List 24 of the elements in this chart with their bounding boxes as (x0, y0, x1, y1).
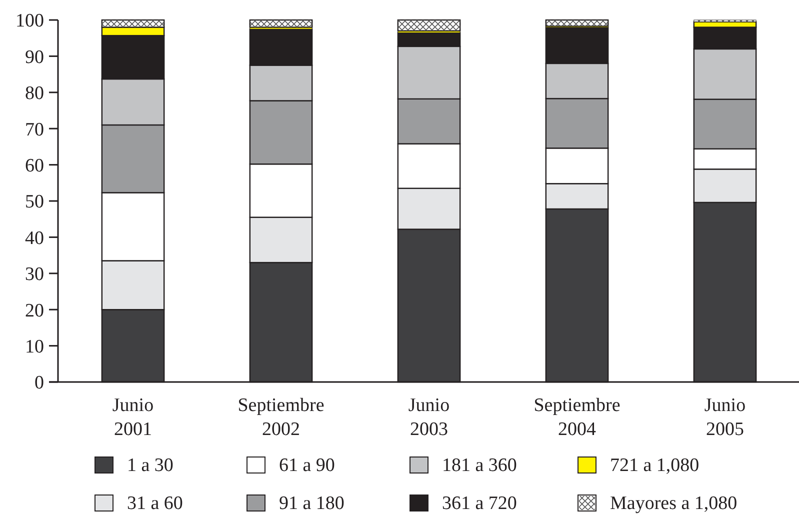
legend-label: 721 a 1,080 (610, 455, 700, 476)
y-tick-label: 60 (25, 155, 44, 176)
y-tick-label: 0 (34, 372, 44, 394)
x-tick-label: Septiembre 2004 (534, 395, 620, 440)
x-tick-label: Junio 2003 (408, 395, 450, 440)
y-tick-label: 20 (25, 300, 44, 322)
y-tick-label: 90 (25, 46, 44, 68)
legend-label: 1 a 30 (127, 455, 174, 476)
x-tick-label: Junio 2005 (704, 395, 746, 440)
legend-label: 31 a 60 (127, 493, 183, 514)
legend-label: 181 a 360 (442, 455, 517, 476)
y-tick-label: 80 (25, 83, 44, 104)
x-tick-label: Septiembre 2002 (238, 395, 324, 440)
y-tick-label: 10 (25, 336, 44, 358)
y-tick-label: 70 (25, 119, 44, 140)
legend-label: 361 a 720 (442, 493, 517, 514)
legend-label: Mayores a 1,080 (610, 493, 738, 514)
y-tick-label: 30 (25, 264, 44, 286)
x-tick-label: Junio 2001 (112, 395, 154, 440)
y-tick-label: 50 (25, 192, 44, 213)
legend-label: 61 a 90 (279, 455, 335, 476)
legend-label: 91 a 180 (279, 493, 344, 514)
y-tick-label: 100 (16, 10, 44, 32)
y-tick-label: 40 (25, 228, 44, 249)
